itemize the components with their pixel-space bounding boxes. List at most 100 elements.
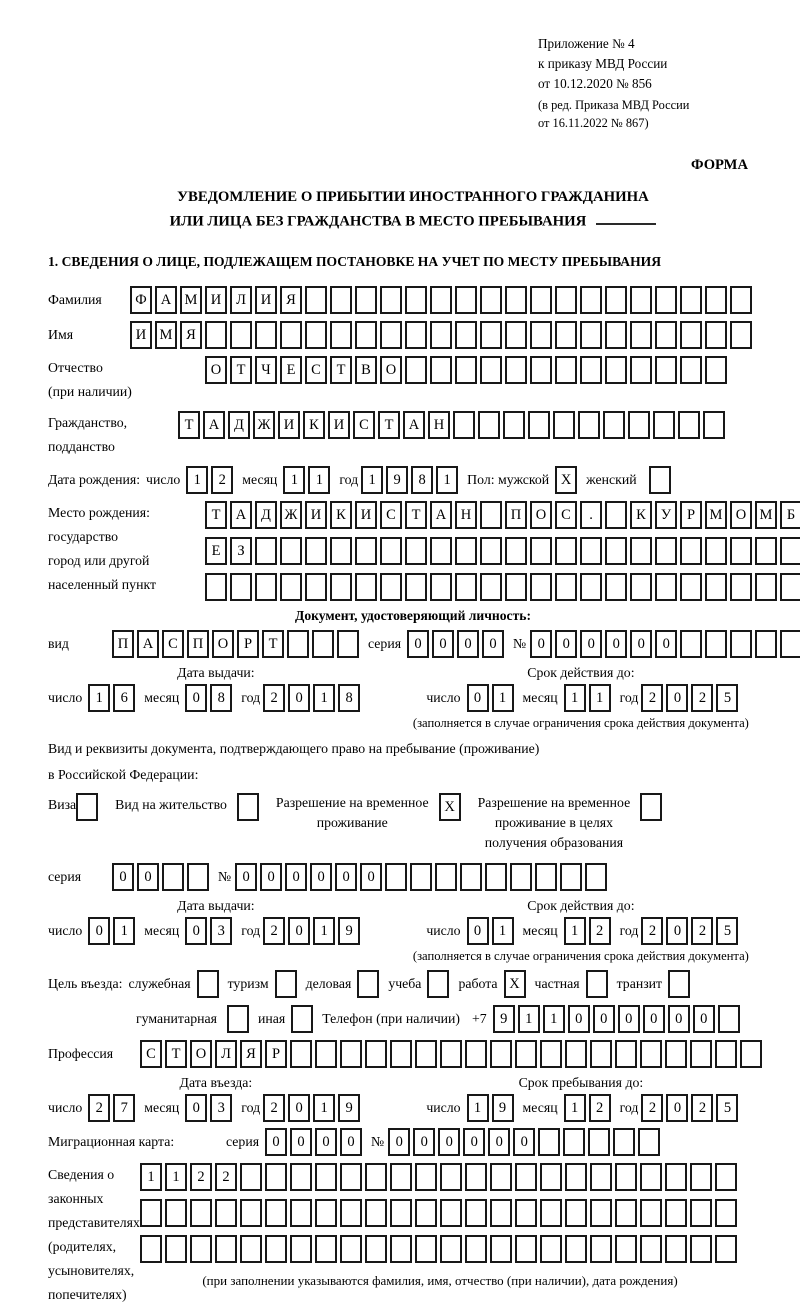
char-cell[interactable]: 0 <box>438 1128 461 1157</box>
char-cell[interactable]: 9 <box>491 1094 514 1123</box>
char-cell[interactable]: Т <box>330 356 352 385</box>
char-cell[interactable] <box>540 1199 562 1228</box>
char-cell[interactable]: 1 <box>313 917 336 946</box>
char-cell[interactable]: С <box>555 501 577 530</box>
char-cell[interactable]: О <box>205 356 227 385</box>
char-cell[interactable] <box>480 321 502 350</box>
char-cell[interactable]: О <box>730 501 752 530</box>
char-cell[interactable] <box>535 863 558 892</box>
char-cell[interactable]: С <box>353 411 375 440</box>
char-cell[interactable] <box>590 1040 612 1069</box>
char-cell[interactable]: А <box>155 286 177 315</box>
char-cell[interactable]: Л <box>215 1040 237 1069</box>
char-cell[interactable]: 8 <box>210 684 233 713</box>
char-cell[interactable] <box>460 863 483 892</box>
char-cell[interactable] <box>705 321 727 350</box>
char-cell[interactable] <box>440 1199 462 1228</box>
char-cell[interactable] <box>640 1163 662 1192</box>
char-cell[interactable] <box>255 321 277 350</box>
char-cell[interactable]: 3 <box>210 917 233 946</box>
char-cell[interactable]: 0 <box>642 1005 665 1034</box>
char-cell[interactable]: 0 <box>288 1094 311 1123</box>
char-cell[interactable]: . <box>580 501 602 530</box>
char-cell[interactable] <box>680 321 702 350</box>
char-cell[interactable]: 2 <box>641 684 664 713</box>
char-cell[interactable] <box>430 537 452 566</box>
char-cell[interactable] <box>215 1199 237 1228</box>
char-cell[interactable]: И <box>205 286 227 315</box>
char-cell[interactable] <box>715 1235 737 1264</box>
char-cell[interactable]: 0 <box>360 863 383 892</box>
char-cell[interactable] <box>265 1163 287 1192</box>
char-cell[interactable]: Я <box>280 286 302 315</box>
char-cell[interactable]: 2 <box>588 917 611 946</box>
char-cell[interactable]: 1 <box>542 1005 565 1034</box>
char-cell[interactable] <box>340 1163 362 1192</box>
char-cell[interactable]: П <box>505 501 527 530</box>
char-cell[interactable]: М <box>155 321 177 350</box>
char-cell[interactable]: А <box>203 411 225 440</box>
char-cell[interactable] <box>455 286 477 315</box>
char-cell[interactable]: 0 <box>185 917 208 946</box>
char-cell[interactable] <box>440 1235 462 1264</box>
char-cell[interactable]: 9 <box>492 1005 515 1034</box>
char-cell[interactable] <box>280 537 302 566</box>
char-cell[interactable] <box>330 321 352 350</box>
char-cell[interactable]: 1 <box>517 1005 540 1034</box>
char-cell[interactable]: 0 <box>265 1128 288 1157</box>
char-cell[interactable]: 0 <box>457 630 480 659</box>
char-cell[interactable]: О <box>380 356 402 385</box>
char-cell[interactable]: М <box>180 286 202 315</box>
char-cell[interactable] <box>630 321 652 350</box>
char-cell[interactable]: 1 <box>313 684 336 713</box>
char-cell[interactable] <box>280 573 302 602</box>
char-cell[interactable] <box>355 286 377 315</box>
char-cell[interactable] <box>630 286 652 315</box>
char-cell[interactable] <box>365 1235 387 1264</box>
char-cell[interactable]: 0 <box>617 1005 640 1034</box>
char-cell[interactable] <box>715 1199 737 1228</box>
char-cell[interactable] <box>390 1235 412 1264</box>
char-cell[interactable]: С <box>162 630 184 659</box>
char-cell[interactable] <box>337 630 359 659</box>
char-cell[interactable]: З <box>230 537 252 566</box>
char-cell[interactable] <box>205 573 227 602</box>
char-cell[interactable]: 0 <box>288 917 311 946</box>
char-cell[interactable] <box>690 1235 712 1264</box>
char-cell[interactable] <box>187 863 209 892</box>
char-cell[interactable]: 0 <box>88 917 111 946</box>
char-cell[interactable] <box>230 573 252 602</box>
char-cell[interactable] <box>553 411 575 440</box>
char-cell[interactable] <box>540 1163 562 1192</box>
char-cell[interactable]: 0 <box>592 1005 615 1034</box>
char-cell[interactable] <box>410 863 433 892</box>
char-cell[interactable]: 0 <box>666 917 689 946</box>
char-cell[interactable]: 0 <box>605 630 628 659</box>
char-cell[interactable] <box>605 321 627 350</box>
char-cell[interactable] <box>630 356 652 385</box>
char-cell[interactable]: 0 <box>466 684 489 713</box>
char-cell[interactable] <box>540 1235 562 1264</box>
char-cell[interactable] <box>455 537 477 566</box>
char-cell[interactable]: 2 <box>88 1094 111 1123</box>
char-cell[interactable]: 1 <box>491 684 514 713</box>
char-cell[interactable]: 5 <box>716 917 739 946</box>
char-cell[interactable] <box>290 1235 312 1264</box>
char-cell[interactable] <box>530 321 552 350</box>
char-cell[interactable] <box>515 1040 537 1069</box>
char-cell[interactable]: 2 <box>263 684 286 713</box>
char-cell[interactable] <box>563 1128 586 1157</box>
char-cell[interactable]: 1 <box>165 1163 187 1192</box>
char-cell[interactable]: 0 <box>290 1128 313 1157</box>
char-cell[interactable] <box>455 573 477 602</box>
char-cell[interactable]: 2 <box>691 684 714 713</box>
char-cell[interactable] <box>560 863 583 892</box>
purpose-study-checkbox[interactable] <box>427 970 450 999</box>
char-cell[interactable] <box>312 630 334 659</box>
char-cell[interactable] <box>588 1128 611 1157</box>
char-cell[interactable] <box>555 286 577 315</box>
char-cell[interactable] <box>415 1199 437 1228</box>
char-cell[interactable]: 0 <box>692 1005 715 1034</box>
char-cell[interactable]: 0 <box>285 863 308 892</box>
char-cell[interactable] <box>465 1199 487 1228</box>
